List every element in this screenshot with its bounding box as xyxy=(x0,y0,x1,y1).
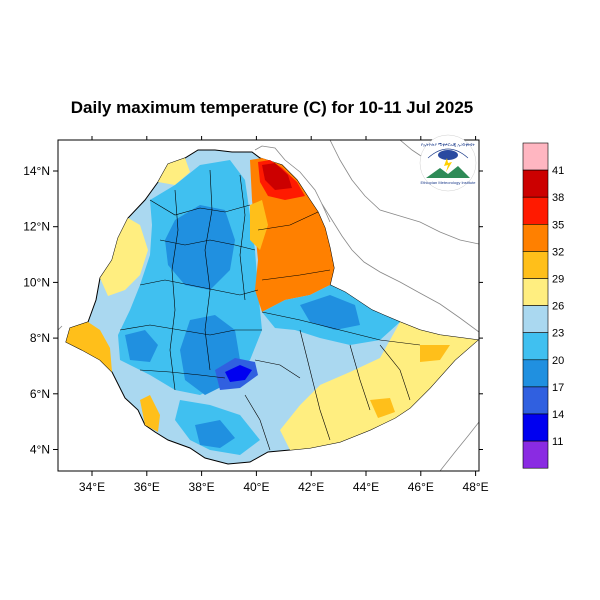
lon-tick-label: 44°E xyxy=(353,480,379,494)
mountain-icon xyxy=(426,166,470,178)
colorbar-swatch xyxy=(522,332,549,361)
colorbar-label: 26 xyxy=(552,301,564,313)
temperature-field xyxy=(65,149,479,465)
colorbar-label: 38 xyxy=(552,192,564,204)
neighbor-borders xyxy=(58,140,479,471)
lon-tick-label: 34°E xyxy=(79,480,105,494)
map-panel xyxy=(58,140,479,471)
colorbar-swatch xyxy=(522,142,549,171)
longitude-axis: 34°E 36°E 38°E 40°E 42°E 44°E 46°E 48°E xyxy=(79,136,489,494)
lightning-icon xyxy=(444,158,452,172)
lat-tick-label: 14°N xyxy=(23,164,50,178)
lat-tick-label: 4°N xyxy=(30,443,50,457)
latitude-axis: 14°N 12°N 10°N 8°N 6°N 4°N xyxy=(23,164,483,457)
colorbar-swatch xyxy=(522,169,549,198)
colorbar-swatch xyxy=(522,305,549,334)
colorbar-swatch xyxy=(522,359,549,388)
lat-tick-label: 10°N xyxy=(23,275,50,289)
logo-top-text: የኢትዮጵያ ሚቲዎሮሎጂ ኢንስቲትዩት xyxy=(421,142,475,147)
colorbar-swatch xyxy=(522,440,549,469)
colorbar-swatch xyxy=(522,251,549,279)
colorbar-label: 17 xyxy=(552,382,564,394)
institute-logo: የኢትዮጵያ ሚቲዎሮሎጂ ኢንስቲትዩት Ethiopian Meteorol… xyxy=(419,134,477,192)
colorbar-swatch xyxy=(522,278,549,306)
colorbar-label: 11 xyxy=(552,436,563,448)
lon-tick-label: 48°E xyxy=(463,480,489,494)
lon-tick-label: 36°E xyxy=(134,480,160,494)
colorbar-label: 32 xyxy=(552,246,564,258)
logo-bottom-text: Ethiopian Meteorology Institute xyxy=(421,180,477,185)
colorbar-label: 29 xyxy=(552,274,564,286)
colorbar: 41 38 35 32 29 26 23 20 17 14 11 xyxy=(522,142,564,469)
lat-tick-label: 6°N xyxy=(30,387,50,401)
lat-tick-label: 8°N xyxy=(30,331,50,345)
colorbar-label: 41 xyxy=(552,165,564,177)
lon-tick-label: 42°E xyxy=(298,480,324,494)
admin-boundaries xyxy=(119,169,421,451)
lon-tick-label: 40°E xyxy=(243,480,269,494)
map-frame xyxy=(57,139,480,472)
lon-tick-label: 46°E xyxy=(408,480,434,494)
lon-tick-label: 38°E xyxy=(189,480,215,494)
colorbar-swatch xyxy=(522,196,549,225)
map-title: Daily maximum temperature (C) for 10-11 … xyxy=(71,98,474,117)
colorbar-label: 20 xyxy=(552,355,564,367)
cloud-icon xyxy=(438,150,458,160)
colorbar-label: 35 xyxy=(552,219,564,231)
lat-tick-label: 12°N xyxy=(23,220,50,234)
colorbar-label: 14 xyxy=(552,409,564,421)
colorbar-swatch xyxy=(522,413,549,442)
colorbar-label: 23 xyxy=(552,328,564,340)
colorbar-swatch xyxy=(522,386,549,415)
colorbar-swatch xyxy=(522,224,549,252)
